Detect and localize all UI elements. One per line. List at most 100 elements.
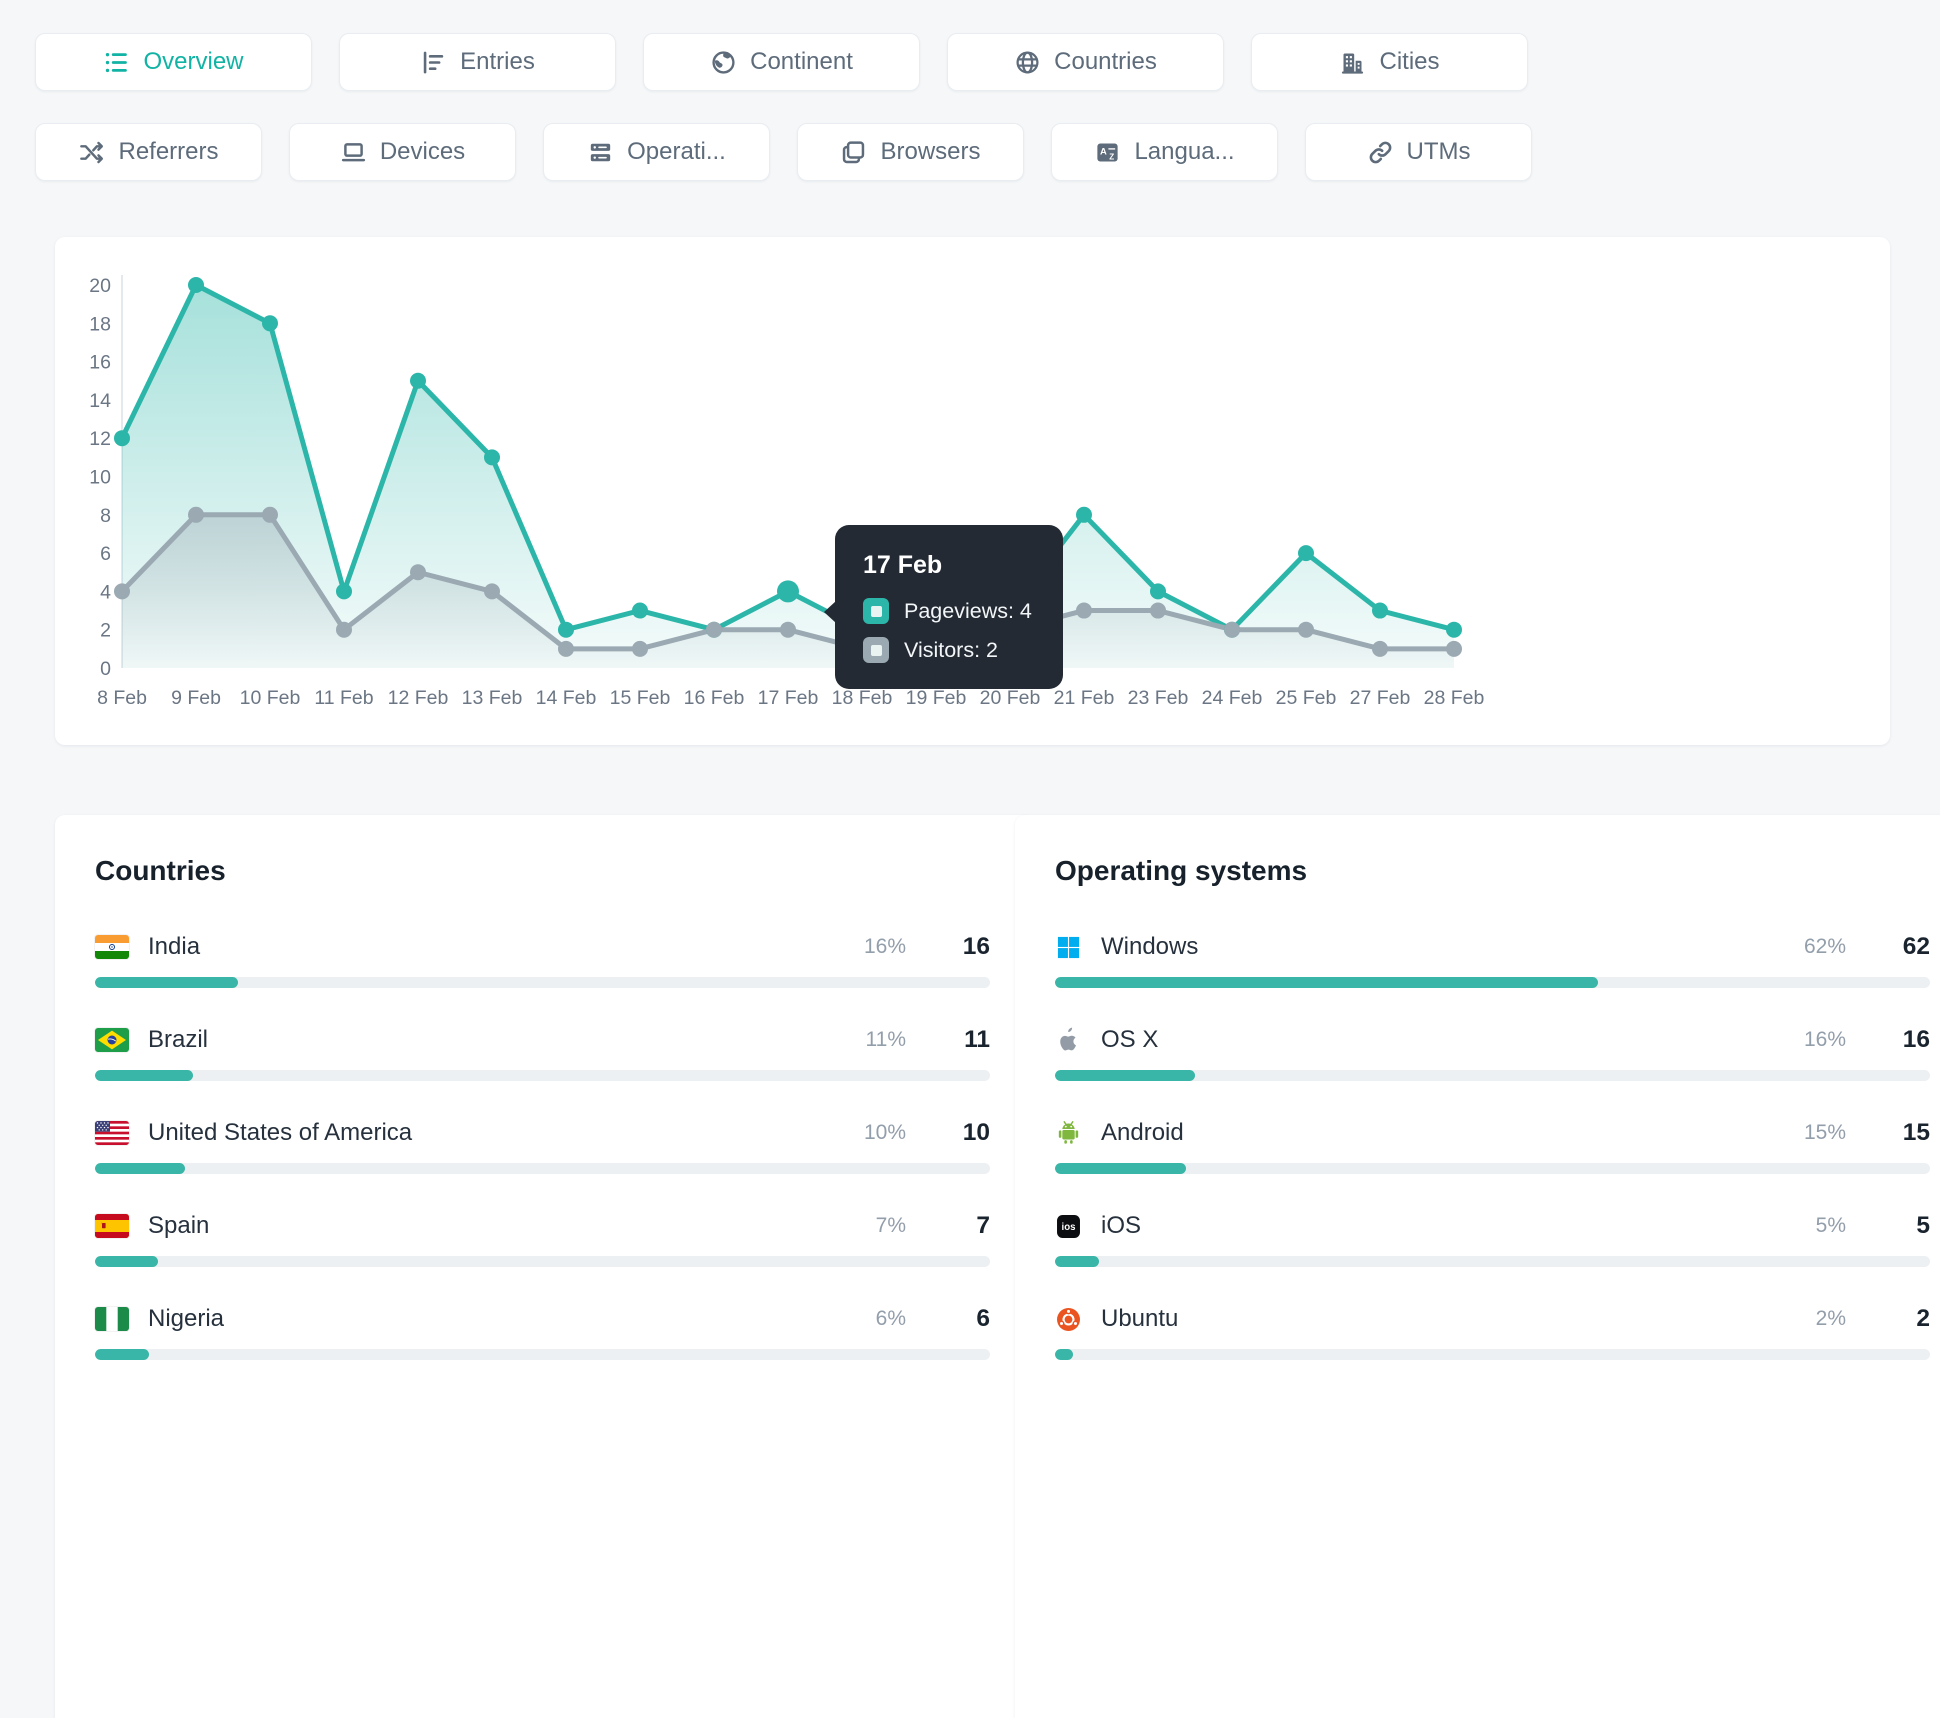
tooltip-pageviews-row: Pageviews: 4 [863, 598, 1037, 624]
tab-operating-systems[interactable]: Operati... [543, 123, 770, 181]
traffic-area-chart[interactable]: 0 2 4 6 8 10 12 14 16 18 20 8 Feb 9 Feb 10 Feb 11 Feb 1… [55, 237, 1890, 745]
os-percent: 16% [1803, 1028, 1846, 1051]
svg-text:8 Feb: 8 Feb [97, 687, 147, 709]
svg-text:10 Feb: 10 Feb [240, 687, 301, 709]
svg-text:28 Feb: 28 Feb [1424, 687, 1485, 709]
shuffle-icon [80, 141, 104, 163]
svg-text:4: 4 [100, 581, 111, 603]
svg-text:Z: Z [1110, 152, 1115, 161]
os-count: 62 [1902, 933, 1930, 960]
os-row-ubuntu: Ubuntu 2% 2 [1055, 1305, 1930, 1360]
buildings-icon [1342, 53, 1364, 74]
tab-label: Cities [1379, 48, 1440, 75]
tab-row-primary: Overview Entries Continent Countries Cit… [35, 33, 1528, 91]
svg-text:16 Feb: 16 Feb [684, 687, 745, 709]
usa-flag [95, 1121, 129, 1145]
tab-entries[interactable]: Entries [339, 33, 616, 91]
os-percent: 62% [1803, 935, 1846, 958]
laptop-icon [341, 142, 365, 161]
tab-countries[interactable]: Countries [947, 33, 1224, 91]
country-row-usa: United States of America 10% 10 [95, 1119, 990, 1174]
progress-fill [1055, 1070, 1195, 1081]
traffic-chart-card: 0 2 4 6 8 10 12 14 16 18 20 8 Feb 9 Feb 10 Feb 11 Feb 1… [55, 237, 1890, 745]
svg-text:0: 0 [100, 658, 111, 680]
svg-text:16: 16 [89, 352, 111, 374]
country-percent: 7% [875, 1214, 906, 1237]
country-name: Spain [148, 1212, 210, 1239]
progress-fill [95, 977, 239, 988]
tooltip-visitors-value: Visitors: 2 [904, 637, 998, 662]
tab-label: Operati... [627, 138, 726, 165]
svg-text:18 Feb: 18 Feb [832, 687, 893, 709]
progress-fill [95, 1070, 194, 1081]
country-name: United States of America [148, 1119, 413, 1146]
operating-systems-panel: Operating systems Windows 62% 62 OS X 16… [1015, 815, 1940, 1718]
tab-utms[interactable]: UTMs [1305, 123, 1532, 181]
tooltip-pageviews-value: Pageviews: 4 [904, 598, 1032, 623]
tab-label: Devices [379, 138, 466, 165]
svg-text:14: 14 [89, 390, 111, 412]
tab-browsers[interactable]: Browsers [797, 123, 1024, 181]
progress-fill [1055, 1163, 1187, 1174]
progress-track [95, 1070, 990, 1081]
svg-text:15 Feb: 15 Feb [610, 687, 671, 709]
tab-continent[interactable]: Continent [643, 33, 920, 91]
tab-label: Referrers [118, 138, 219, 165]
brazil-flag [95, 1028, 129, 1052]
country-row-india: India 16% 16 [95, 933, 990, 988]
earth-icon [712, 50, 735, 74]
svg-text:12 Feb: 12 Feb [388, 687, 449, 709]
os-name: Windows [1101, 933, 1199, 960]
country-name: India [148, 933, 201, 960]
progress-track [95, 1349, 990, 1360]
svg-text:24 Feb: 24 Feb [1202, 687, 1263, 709]
apple-icon [1055, 1027, 1082, 1054]
country-count: 11 [964, 1026, 990, 1053]
os-count: 16 [1902, 1026, 1930, 1053]
countries-panel-title: Countries [95, 855, 226, 886]
tab-cities[interactable]: Cities [1251, 33, 1528, 91]
tab-overview[interactable]: Overview [35, 33, 312, 91]
os-count: 5 [1916, 1212, 1930, 1239]
windows-icon [1055, 934, 1082, 961]
svg-text:25 Feb: 25 Feb [1276, 687, 1337, 709]
link-icon [1369, 141, 1391, 163]
tab-referrers[interactable]: Referrers [35, 123, 262, 181]
svg-text:20 Feb: 20 Feb [980, 687, 1041, 709]
os-row-windows: Windows 62% 62 [1055, 933, 1930, 988]
android-icon [1055, 1120, 1082, 1147]
svg-text:8: 8 [100, 505, 111, 527]
bar-chart-icon [423, 51, 444, 73]
country-name: Nigeria [148, 1305, 225, 1332]
country-count: 6 [976, 1305, 990, 1332]
country-row-nigeria: Nigeria 6% 6 [95, 1305, 990, 1360]
progress-track [1055, 977, 1930, 988]
progress-fill [1055, 977, 1598, 988]
ubuntu-icon [1055, 1306, 1082, 1333]
os-count: 2 [1916, 1305, 1930, 1332]
svg-text:6: 6 [100, 543, 111, 565]
progress-fill [95, 1349, 149, 1360]
os-count: 15 [1902, 1119, 1930, 1146]
progress-fill [95, 1256, 158, 1267]
country-percent: 16% [863, 935, 906, 958]
ios-icon: ios [1055, 1213, 1082, 1240]
country-count: 10 [962, 1119, 990, 1146]
svg-text:11 Feb: 11 Feb [314, 687, 373, 709]
progress-track [1055, 1163, 1930, 1174]
os-percent: 15% [1803, 1121, 1846, 1144]
country-percent: 11% [865, 1028, 906, 1051]
tab-label: Langua... [1134, 138, 1235, 165]
os-name: iOS [1101, 1212, 1142, 1239]
tab-devices[interactable]: Devices [289, 123, 516, 181]
progress-fill [95, 1163, 185, 1174]
india-flag [95, 935, 129, 959]
svg-text:14 Feb: 14 Feb [536, 687, 597, 709]
os-name: OS X [1101, 1026, 1159, 1053]
progress-fill [1055, 1256, 1099, 1267]
svg-text:2: 2 [100, 620, 111, 642]
os-name: Android [1101, 1119, 1184, 1146]
country-percent: 10% [863, 1121, 906, 1144]
